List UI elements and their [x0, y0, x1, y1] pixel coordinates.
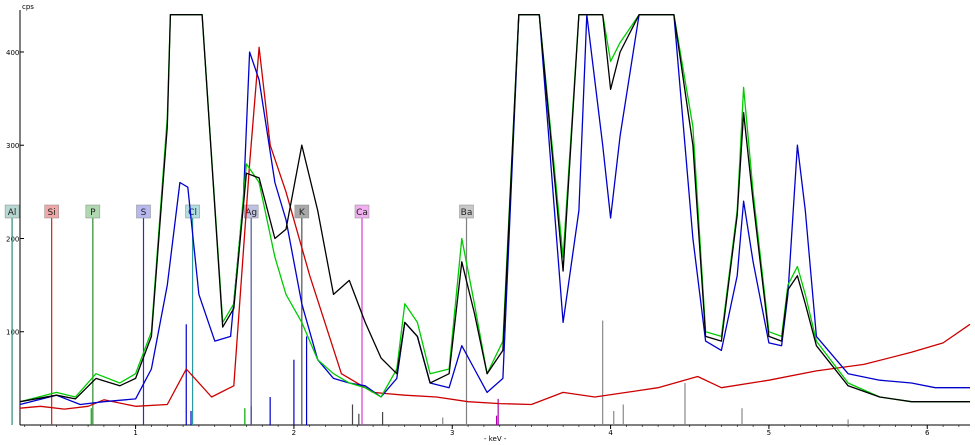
element-marker-label: Al: [8, 208, 17, 218]
y-ticks: 100 200 300 400: [6, 49, 24, 337]
x-tick-label: 5: [767, 429, 771, 437]
y-tick-label: 100: [6, 329, 19, 337]
element-marker-box: [354, 204, 370, 219]
y-tick-label: 200: [6, 235, 19, 243]
element-marker-box: [185, 204, 200, 219]
x-tick-label: 1: [133, 429, 137, 437]
y-tick-label: 300: [6, 142, 19, 150]
element-marker-label: Si: [48, 208, 56, 218]
y-tick-label: 400: [6, 49, 19, 57]
element-marker-label: K: [299, 208, 306, 218]
element-marker-box: [44, 204, 59, 219]
element-marker-ba: Ba: [459, 204, 474, 425]
element-marker-ag: Ag: [243, 204, 259, 425]
series-line-0: [19, 46, 971, 410]
element-marker-cl: Cl: [185, 204, 200, 425]
element-marker-label: Ag: [245, 208, 257, 218]
element-marker-label: P: [90, 208, 96, 218]
x-tick-label: 4: [608, 429, 613, 437]
x-tick-label: 2: [292, 429, 296, 437]
y-axis-label: cps: [22, 3, 34, 11]
x-tick-label: 3: [450, 429, 454, 437]
spectrum-series: [19, 14, 971, 410]
element-marker-box: [4, 204, 20, 219]
element-marker-si: Si: [44, 204, 59, 425]
x-ticks: 1 2 3 4 5 6: [24, 425, 960, 437]
element-marker-box: [294, 204, 310, 219]
element-marker-al: Al: [4, 204, 20, 425]
element-marker-label: S: [141, 208, 147, 218]
series-line-1: [19, 14, 970, 406]
element-marker-box: [459, 204, 474, 219]
element-marker-ca: Ca: [354, 204, 370, 425]
axes: cps - keV -: [19, 3, 970, 443]
x-axis-label: - keV -: [484, 435, 507, 443]
element-marker-label: Ba: [461, 208, 473, 218]
element-markers: Al Si P S Cl Ag K Ca Ba: [4, 204, 474, 425]
stick-lines: [90, 320, 849, 425]
x-tick-label: 6: [925, 429, 930, 437]
element-marker-p: P: [85, 204, 101, 425]
element-marker-label: Cl: [188, 208, 197, 218]
element-marker-box: [85, 204, 101, 219]
series-line-3: [19, 14, 970, 403]
element-marker-label: Ca: [356, 208, 368, 218]
element-marker-box: [136, 204, 151, 219]
element-marker-s: S: [136, 204, 151, 425]
element-marker-box: [243, 204, 259, 219]
